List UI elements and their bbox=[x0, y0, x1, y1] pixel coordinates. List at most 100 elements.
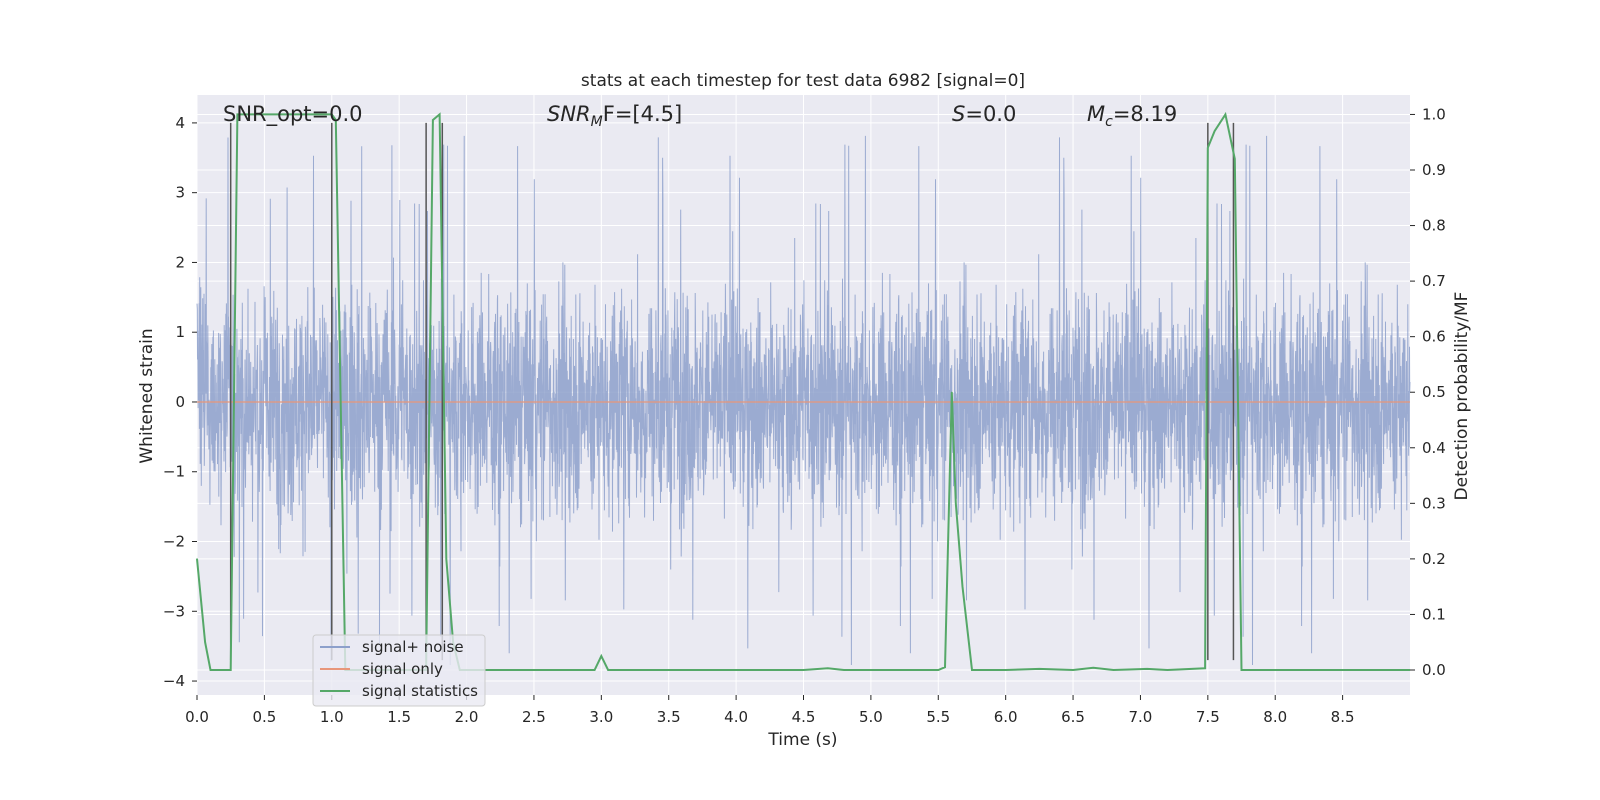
signal-statistics-point bbox=[1204, 667, 1206, 669]
y-right-tick-label: 0.0 bbox=[1422, 661, 1446, 679]
y-right-tick-label: 0.2 bbox=[1422, 550, 1446, 568]
x-tick-label: 1.0 bbox=[320, 708, 344, 726]
signal-statistics-point bbox=[735, 669, 737, 671]
signal-statistics-point bbox=[1342, 669, 1344, 671]
signal-statistics-point bbox=[1234, 158, 1236, 160]
y-axis-right-ticks: 1.0 0.9 0.8 0.7 0.6 0.5 0.4 0.3 0.2 0.1 0.0 bbox=[1410, 105, 1446, 679]
y-tick-label: 4 bbox=[175, 114, 185, 132]
legend: signal+ noise signal only signal statist… bbox=[312, 634, 486, 707]
x-tick-label: 1.5 bbox=[387, 708, 411, 726]
y-axis-label: Whitened strain bbox=[137, 328, 157, 463]
annotation-s-tail: =0.0 bbox=[965, 102, 1016, 126]
y-axis-right-label: Detection probability/MF bbox=[1452, 292, 1472, 501]
signal-statistics-point bbox=[1146, 668, 1148, 670]
signal-statistics-point bbox=[533, 669, 535, 671]
y-tick-label: −4 bbox=[163, 672, 185, 690]
signal-statistics-point bbox=[802, 669, 805, 671]
legend-label-signal-statistics: signal statistics bbox=[362, 682, 478, 700]
signal-statistics-point bbox=[955, 502, 957, 504]
detection-markers bbox=[229, 122, 1235, 661]
signal-statistics-point bbox=[196, 558, 198, 560]
annotation-snr-opt: SNR_opt=0.0 bbox=[223, 102, 363, 127]
x-tick-label: 6.5 bbox=[1061, 708, 1085, 726]
x-tick-label: 8.5 bbox=[1331, 708, 1355, 726]
y-right-tick-label: 0.7 bbox=[1422, 272, 1446, 290]
signal-statistics-point bbox=[1274, 669, 1276, 671]
y-right-tick-label: 0.4 bbox=[1422, 439, 1446, 457]
y-tick-label: 0 bbox=[175, 393, 185, 411]
signal-statistics-point bbox=[614, 669, 616, 671]
x-tick-label: 4.0 bbox=[724, 708, 748, 726]
annotation-snr-mf-main: SNR bbox=[547, 102, 591, 126]
y-right-tick-label: 0.6 bbox=[1422, 328, 1446, 346]
y-right-tick-label: 1.0 bbox=[1422, 105, 1446, 123]
signal-statistics-point bbox=[1112, 669, 1115, 671]
x-tick-label: 4.5 bbox=[792, 708, 816, 726]
x-tick-label: 3.5 bbox=[657, 708, 681, 726]
annotation-mc-main: M bbox=[1087, 102, 1105, 126]
signal-statistics-point bbox=[593, 669, 596, 671]
x-axis-label: Time (s) bbox=[767, 730, 837, 750]
x-tick-label: 2.0 bbox=[455, 708, 479, 726]
annotation-s-main: S bbox=[952, 102, 965, 126]
y-tick-label: −2 bbox=[163, 533, 185, 551]
annotation-mc-sub: c bbox=[1105, 114, 1113, 130]
signal-statistics-point bbox=[439, 113, 441, 116]
x-tick-label: 6.0 bbox=[994, 708, 1018, 726]
annotation-snr-mf-tail: F=[4.5] bbox=[603, 102, 682, 126]
signal-statistics-point bbox=[1207, 147, 1209, 149]
signal-statistics-point bbox=[331, 113, 333, 116]
annotation-mc: Mc=8.19 bbox=[1087, 102, 1177, 130]
signal-statistics-point bbox=[1038, 668, 1040, 670]
signal-statistics-point bbox=[209, 669, 212, 671]
y-tick-label: −3 bbox=[163, 602, 185, 620]
y-right-tick-label: 0.1 bbox=[1422, 605, 1446, 623]
y-right-tick-label: 0.5 bbox=[1422, 383, 1446, 401]
x-tick-label: 7.0 bbox=[1129, 708, 1153, 726]
x-tick-label: 7.5 bbox=[1196, 708, 1220, 726]
legend-label-signal-noise: signal+ noise bbox=[362, 638, 464, 656]
legend-box bbox=[312, 634, 486, 707]
signal-statistics-point bbox=[1213, 130, 1216, 132]
signal-statistics-point bbox=[961, 586, 964, 588]
legend-label-signal-only: signal only bbox=[362, 660, 443, 678]
annotation-s: S=0.0 bbox=[952, 102, 1016, 126]
y-tick-label: 3 bbox=[175, 184, 185, 202]
y-right-tick-label: 0.9 bbox=[1422, 161, 1446, 179]
signal-statistics-point bbox=[937, 669, 939, 671]
signal-statistics-point bbox=[843, 669, 845, 671]
x-tick-label: 0.0 bbox=[185, 708, 209, 726]
signal-statistics-point bbox=[335, 119, 337, 121]
signal-statistics-point bbox=[236, 113, 239, 116]
signal-statistics-point bbox=[870, 669, 872, 671]
signal-statistics-point bbox=[600, 655, 602, 657]
signal-statistics-point bbox=[230, 669, 232, 671]
signal-statistics-point bbox=[1166, 669, 1168, 671]
y-tick-label: 1 bbox=[175, 323, 185, 341]
signal-statistics-point bbox=[668, 669, 670, 671]
signal-statistics-point bbox=[1224, 113, 1226, 116]
signal-statistics-point bbox=[432, 119, 434, 121]
x-tick-label: 2.5 bbox=[522, 708, 546, 726]
x-tick-label: 5.0 bbox=[859, 708, 883, 726]
chart-title: stats at each timestep for test data 698… bbox=[581, 71, 1025, 91]
y-right-tick-label: 0.3 bbox=[1422, 494, 1446, 512]
x-tick-label: 5.5 bbox=[926, 708, 950, 726]
y-tick-label: −1 bbox=[163, 463, 185, 481]
signal-statistics-point bbox=[445, 558, 447, 560]
x-tick-label: 3.0 bbox=[589, 708, 613, 726]
y-axis-ticks: 4 3 2 1 0 −1 −2 −3 −4 bbox=[163, 114, 197, 690]
y-right-tick-label: 0.8 bbox=[1422, 217, 1446, 235]
signal-statistics-point bbox=[951, 391, 953, 393]
signal-statistics-point bbox=[944, 666, 946, 668]
annotation-snr-mf: SNRMF=[4.5] bbox=[547, 102, 682, 130]
annotation-mc-tail: =8.19 bbox=[1113, 102, 1177, 126]
signal-statistics-point bbox=[607, 669, 609, 671]
signal-statistics-point bbox=[971, 669, 973, 671]
signal-statistics-point bbox=[1240, 669, 1243, 671]
signal-statistics-point bbox=[1005, 669, 1007, 671]
annotation-snr-mf-sub: M bbox=[591, 114, 603, 130]
signal-statistics-point bbox=[204, 641, 206, 643]
signal-statistics-point bbox=[827, 667, 829, 669]
